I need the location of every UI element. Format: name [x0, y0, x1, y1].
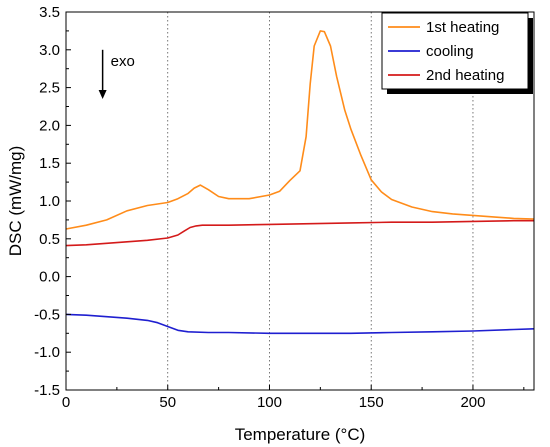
exo-arrowhead-icon	[98, 89, 107, 99]
axis-ticks: 0 50 100 150 200 -1.5 -1.0 -0.5 0.0 0.5 1.0 1.5 2.0 2…	[34, 4, 525, 411]
y-tick-label: -0.5	[34, 306, 60, 323]
y-tick-label: -1.5	[34, 382, 60, 399]
y-tick-label: 1.5	[39, 155, 60, 172]
y-tick-label: 2.0	[39, 117, 60, 134]
y-tick-label: 1.0	[39, 193, 60, 210]
y-tick-label: -1.0	[34, 344, 60, 361]
y-axis-title: DSC (mW/mg)	[6, 146, 25, 256]
series-line-3	[65, 219, 534, 247]
legend: 1st heating cooling 2nd heating	[381, 12, 533, 94]
x-axis-title: Temperature (°C)	[235, 425, 366, 444]
legend-label-2: cooling	[426, 43, 474, 60]
y-tick-label: 3.0	[39, 42, 60, 59]
x-tick-label: 50	[159, 394, 176, 411]
y-tick-label: 2.5	[39, 80, 60, 97]
x-tick-label: 200	[460, 394, 485, 411]
y-tick-label: 3.5	[39, 4, 60, 21]
gridlines	[167, 12, 474, 390]
series-line-1	[65, 30, 535, 230]
legend-label-1: 1st heating	[426, 19, 499, 36]
legend-items: 1st heating cooling 2nd heating	[388, 19, 504, 84]
x-tick-label: 0	[62, 394, 70, 411]
legend-label-3: 2nd heating	[426, 67, 504, 84]
exo-label: exo	[111, 53, 135, 70]
y-tick-label: 0.5	[39, 231, 60, 248]
series-lines	[65, 30, 535, 335]
exo-annotation: exo	[98, 49, 135, 99]
x-tick-label: 100	[257, 394, 282, 411]
x-tick-label: 150	[359, 394, 384, 411]
series-line-2	[65, 313, 535, 335]
y-tick-label: 0.0	[39, 269, 60, 286]
